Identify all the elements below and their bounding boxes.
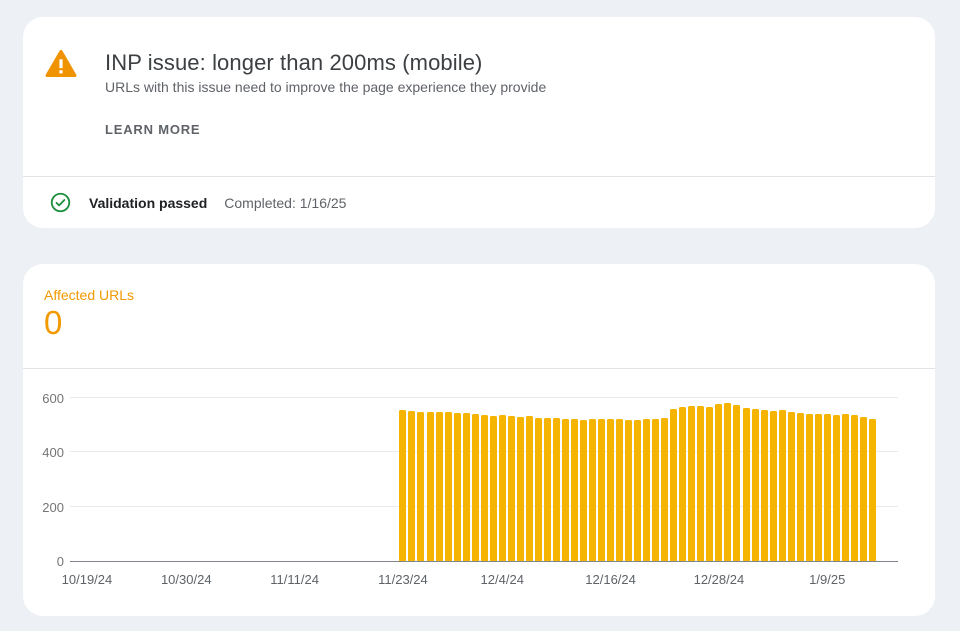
chart-bar[interactable] xyxy=(525,416,533,561)
chart-bar[interactable] xyxy=(832,414,840,561)
x-axis-tick-label: 12/4/24 xyxy=(480,572,524,587)
chart-bar[interactable] xyxy=(652,418,660,561)
chart-bar[interactable] xyxy=(805,413,813,561)
chart-bar[interactable] xyxy=(408,410,416,561)
chart-bar[interactable] xyxy=(426,412,434,561)
affected-urls-chart: 0 200 400 600 10/19/24 10/30/24 11/11/24 11/23/… xyxy=(23,368,935,616)
validation-status-row: Validation passed Completed: 1/16/25 xyxy=(23,177,935,228)
chart-bar[interactable] xyxy=(570,419,578,561)
chart-bar[interactable] xyxy=(417,411,425,561)
chart-bar[interactable] xyxy=(453,413,461,561)
chart-bar[interactable] xyxy=(688,405,696,561)
x-axis-tick-label: 11/11/24 xyxy=(270,572,319,587)
chart-bar[interactable] xyxy=(462,412,470,561)
chart-plot-area xyxy=(70,397,898,562)
chart-bar[interactable] xyxy=(706,406,714,561)
chart-bar[interactable] xyxy=(778,409,786,561)
chart-bar[interactable] xyxy=(751,409,759,561)
chart-bar[interactable] xyxy=(534,417,542,561)
chart-bar[interactable] xyxy=(643,419,651,561)
chart-bar[interactable] xyxy=(715,403,723,561)
chart-bar[interactable] xyxy=(507,416,515,561)
card-divider xyxy=(23,176,935,177)
chart-bar[interactable] xyxy=(579,419,587,561)
chart-bar[interactable] xyxy=(634,420,642,561)
chart-bar[interactable] xyxy=(697,406,705,561)
chart-bar[interactable] xyxy=(859,417,867,561)
gridline-600 xyxy=(70,397,898,398)
affected-urls-label: Affected URLs xyxy=(44,287,135,303)
chart-bar[interactable] xyxy=(850,415,858,561)
validation-status-label: Validation passed xyxy=(89,194,208,211)
check-circle-icon xyxy=(50,192,71,213)
chart-bar[interactable] xyxy=(724,403,732,561)
affected-urls-value: 0 xyxy=(44,304,63,341)
x-axis-tick-label: 11/23/24 xyxy=(378,572,428,587)
chart-bar[interactable] xyxy=(625,419,633,561)
chart-bar[interactable] xyxy=(516,417,524,561)
x-axis-tick-label: 1/9/25 xyxy=(809,572,846,587)
chart-bar[interactable] xyxy=(444,412,452,561)
issue-title: INP issue: longer than 200ms (mobile) xyxy=(105,50,483,75)
chart-bar[interactable] xyxy=(435,411,443,561)
learn-more-button[interactable]: LEARN MORE xyxy=(105,122,201,137)
y-axis-tick-label: 0 xyxy=(56,554,64,569)
chart-bar[interactable] xyxy=(399,409,407,561)
chart-bar[interactable] xyxy=(480,415,488,561)
chart-bar[interactable] xyxy=(868,419,876,561)
card-divider xyxy=(23,368,935,369)
x-axis-tick-label: 10/19/24 xyxy=(61,572,113,587)
chart-bar[interactable] xyxy=(598,418,606,561)
chart-bar[interactable] xyxy=(543,418,551,561)
chart-bar[interactable] xyxy=(823,414,831,561)
chart-bar[interactable] xyxy=(814,413,822,561)
chart-bar[interactable] xyxy=(489,416,497,561)
chart-bar[interactable] xyxy=(607,418,615,561)
chart-bar[interactable] xyxy=(616,419,624,561)
validation-completed-date: Completed: 1/16/25 xyxy=(224,194,347,211)
chart-bar[interactable] xyxy=(670,408,678,561)
chart-bar[interactable] xyxy=(769,410,777,561)
chart-bar[interactable] xyxy=(742,407,750,561)
chart-bar[interactable] xyxy=(561,418,569,561)
x-axis-tick-label: 12/28/24 xyxy=(693,572,745,587)
y-axis-tick-label: 600 xyxy=(42,391,64,406)
chart-bar[interactable] xyxy=(679,407,687,561)
affected-urls-card: Affected URLs 0 0 200 400 600 10/19/24 10/30/… xyxy=(23,264,935,616)
chart-bar[interactable] xyxy=(471,414,479,561)
chart-bar[interactable] xyxy=(733,405,741,561)
chart-bar[interactable] xyxy=(787,411,795,561)
chart-bar[interactable] xyxy=(552,418,560,561)
chart-bar[interactable] xyxy=(841,414,849,561)
x-axis-tick-label: 12/16/24 xyxy=(585,572,636,587)
chart-bar[interactable] xyxy=(796,412,804,561)
y-axis-tick-label: 400 xyxy=(42,445,64,461)
issue-summary-card: INP issue: longer than 200ms (mobile) UR… xyxy=(23,17,935,228)
warning-triangle-icon xyxy=(45,49,77,78)
chart-bar[interactable] xyxy=(760,409,768,561)
chart-bar[interactable] xyxy=(498,415,506,561)
issue-subtitle: URLs with this issue need to improve the… xyxy=(105,79,547,95)
x-axis-tick-label: 10/30/24 xyxy=(160,572,212,587)
chart-bar[interactable] xyxy=(661,418,669,561)
chart-bar[interactable] xyxy=(589,419,597,561)
y-axis-tick-label: 200 xyxy=(42,499,64,515)
